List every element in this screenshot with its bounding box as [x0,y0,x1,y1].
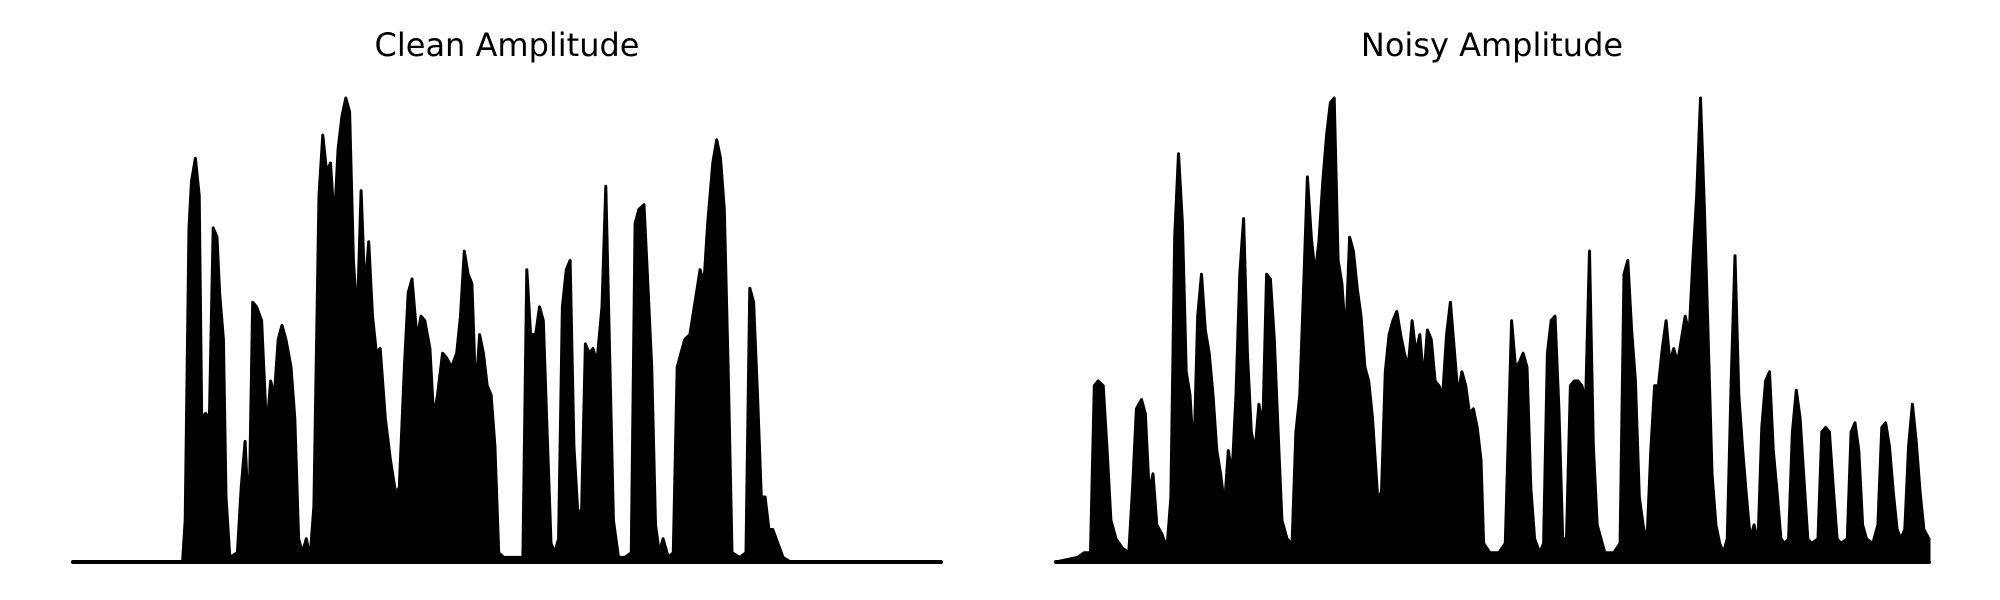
chart-title: Noisy Amplitude [1361,26,1623,64]
chart-title: Clean Amplitude [375,26,640,64]
amplitude-area [1054,96,1931,564]
clean-panel: Clean Amplitude [71,26,943,564]
amplitude-area [71,96,943,564]
noisy-panel: Noisy Amplitude [1054,26,1931,564]
